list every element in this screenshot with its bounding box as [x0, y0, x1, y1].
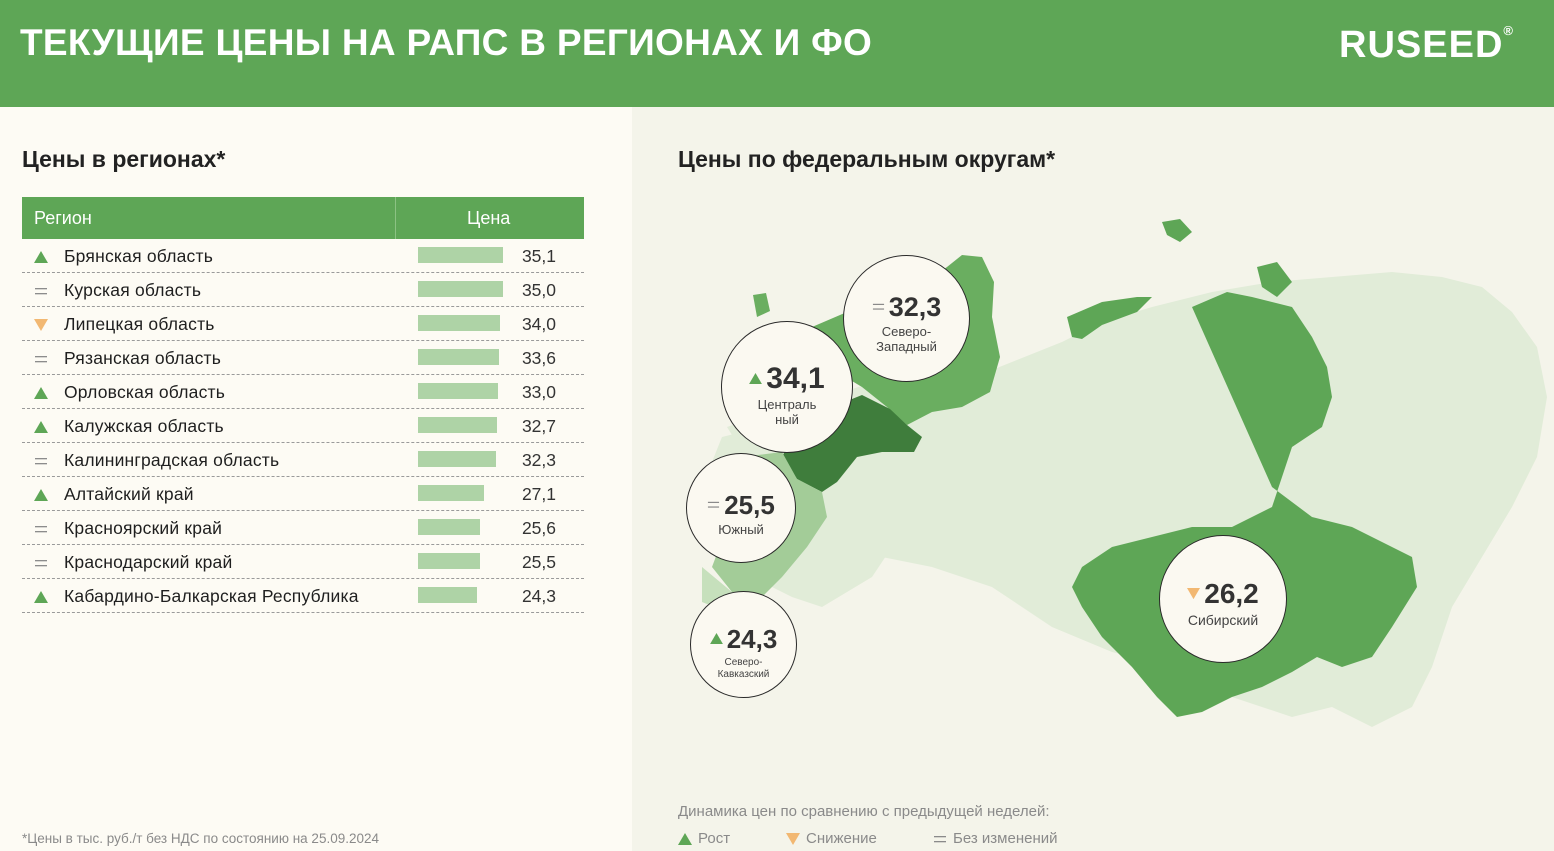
triangle-down-icon — [1187, 574, 1201, 605]
region-name: Брянская область — [64, 246, 214, 266]
map-kaliningrad — [753, 293, 770, 317]
region-name: Краснодарский край — [64, 552, 233, 572]
column-divider — [395, 197, 396, 239]
price-bar — [418, 485, 484, 501]
equals-icon — [34, 281, 50, 297]
table-row: Курская область 35,0 — [22, 273, 584, 307]
regions-table: Регион Цена Брянская область 35,1 Курская … — [22, 197, 584, 613]
region-name: Орловская область — [64, 382, 226, 402]
price-bar — [418, 553, 480, 569]
price-value: 27,1 — [521, 484, 556, 504]
price-bar — [418, 383, 498, 399]
legend-down: Снижение — [786, 830, 877, 847]
header: ТЕКУЩИЕ ЦЕНЫ НА РАПС В РЕГИОНАХ И ФО RUS… — [0, 0, 1554, 107]
equals-icon — [934, 836, 946, 843]
legend-flat: Без изменений — [933, 830, 1057, 847]
price-value: 32,3 — [521, 450, 556, 470]
region-name: Красноярский край — [64, 518, 223, 538]
region-name: Калужская область — [64, 416, 224, 436]
ruseed-logo: RUSEED® — [1339, 23, 1514, 66]
district-bubble-northwest[interactable]: 32,3 Северо- Западный — [843, 255, 970, 382]
footnote: *Цены в тыс. руб./т без НДС по состоянию… — [22, 831, 379, 846]
price-value: 33,0 — [521, 382, 556, 402]
price-value: 33,6 — [521, 348, 556, 368]
legend-title: Динамика цен по сравнению с предыдущей н… — [678, 803, 1050, 820]
triangle-up-icon — [709, 620, 723, 650]
price-bar — [418, 519, 480, 535]
price-value: 35,1 — [521, 246, 556, 266]
district-bubble-south[interactable]: 25,5 Южный — [686, 453, 796, 563]
triangle-up-icon — [34, 417, 50, 433]
table-row: Краснодарский край 25,5 — [22, 545, 584, 579]
district-name: Северо- Западный — [876, 324, 937, 354]
table-row: Рязанская область 33,6 — [22, 341, 584, 375]
districts-title: Цены по федеральным округам* — [678, 146, 1056, 172]
district-name: Северо- Кавказский — [717, 657, 770, 680]
district-bubble-siberia[interactable]: 26,2 Сибирский — [1159, 535, 1287, 663]
table-row: Липецкая область 34,0 — [22, 307, 584, 341]
region-name: Курская область — [64, 280, 202, 300]
page-title: ТЕКУЩИЕ ЦЕНЫ НА РАПС В РЕГИОНАХ И ФО — [20, 22, 873, 63]
triangle-up-icon — [34, 247, 50, 263]
district-name: Централь ный — [757, 397, 817, 427]
column-price: Цена — [467, 208, 511, 228]
price-value: 32,7 — [521, 416, 556, 436]
legend-up: Рост — [678, 830, 730, 847]
region-name: Липецкая область — [64, 314, 215, 334]
table-row: Калужская область 32,7 — [22, 409, 584, 443]
price-value: 24,3 — [521, 586, 556, 606]
table-header: Регион Цена — [22, 197, 584, 239]
regions-title: Цены в регионах* — [22, 146, 226, 172]
district-bubble-central[interactable]: 34,1 Централь ный — [721, 321, 853, 453]
region-name: Алтайский край — [64, 484, 194, 504]
price-value: 34,0 — [521, 314, 556, 334]
district-name: Южный — [718, 522, 764, 537]
equals-icon — [872, 288, 885, 318]
map-taymyr-islands — [1257, 262, 1292, 297]
price-bar — [418, 417, 497, 433]
price-bar — [418, 349, 499, 365]
equals-icon — [34, 553, 50, 569]
table-row: Калининградская область 32,3 — [22, 443, 584, 477]
price-bar — [418, 281, 503, 297]
price-value: 25,5 — [521, 552, 556, 572]
price-bar — [418, 587, 477, 603]
table-row: Орловская область 33,0 — [22, 375, 584, 409]
column-region: Регион — [34, 208, 92, 228]
triangle-up-icon — [678, 833, 692, 845]
equals-icon — [34, 519, 50, 535]
price-bar — [418, 247, 503, 263]
map-siberia — [1072, 292, 1417, 717]
equals-icon — [34, 349, 50, 365]
region-name: Рязанская область — [64, 348, 222, 368]
region-name: Кабардино-Балкарская Республика — [64, 586, 359, 606]
price-bar — [418, 315, 500, 331]
price-value: 35,0 — [521, 280, 556, 300]
triangle-up-icon — [34, 485, 50, 501]
triangle-down-icon — [786, 833, 800, 845]
map-arctic-islands — [1162, 219, 1192, 242]
triangle-down-icon — [34, 315, 50, 331]
price-bar — [418, 451, 496, 467]
district-bubble-north-caucasus[interactable]: 24,3 Северо- Кавказский — [690, 591, 797, 698]
map-novaya-zemlya — [1067, 297, 1152, 339]
table-row: Кабардино-Балкарская Республика 24,3 — [22, 579, 584, 613]
triangle-up-icon — [749, 358, 763, 391]
price-value: 25,6 — [521, 518, 556, 538]
equals-icon — [34, 451, 50, 467]
table-row: Красноярский край 25,6 — [22, 511, 584, 545]
equals-icon — [707, 486, 720, 516]
triangle-up-icon — [34, 587, 50, 603]
table-row: Алтайский край 27,1 — [22, 477, 584, 511]
region-name: Калининградская область — [64, 450, 280, 470]
district-name: Сибирский — [1187, 612, 1259, 628]
triangle-up-icon — [34, 383, 50, 399]
table-row: Брянская область 35,1 — [22, 239, 584, 273]
table-body: Брянская область 35,1 Курская область 35,0 Л… — [22, 239, 584, 613]
